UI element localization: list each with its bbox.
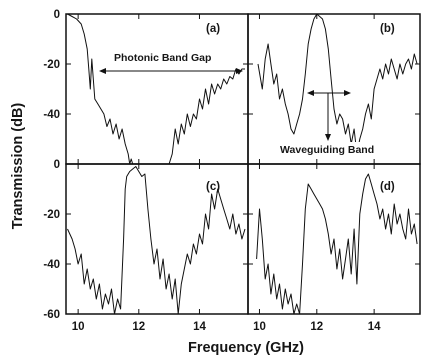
panel-c-label: (c)	[206, 181, 220, 193]
y-tick-label: 0	[54, 159, 60, 171]
panel-a-label: (a)	[206, 23, 220, 35]
panel-c-frame	[65, 163, 249, 315]
waveguiding-label-bg	[278, 142, 390, 156]
waveguiding-pointer-head	[325, 134, 331, 141]
waveguiding-annotation: Waveguiding Band	[278, 90, 390, 156]
band-gap-arrowhead-left	[99, 68, 106, 74]
y-tick-label: -60	[43, 309, 60, 321]
y-tick-label: 0	[54, 9, 60, 21]
x-tick-label: 12	[132, 321, 145, 333]
x-tick-label: 10	[72, 321, 85, 333]
band-gap-annotation: Photonic Band Gap	[99, 50, 243, 74]
x-tick-label: 12	[310, 321, 323, 333]
waveguiding-label: Waveguiding Band	[280, 144, 374, 156]
y-tick-label: -20	[43, 209, 60, 221]
x-axis-label: Frequency (GHz)	[188, 340, 304, 356]
panel-d-transmission-line	[256, 173, 418, 315]
y-axis-label: Transmission (dB)	[10, 103, 26, 230]
panel-b-frame	[247, 13, 421, 165]
x-tick-label: 10	[253, 321, 266, 333]
waveguiding-arrowhead-right	[344, 90, 351, 96]
y-tick-label: -40	[43, 109, 60, 121]
band-gap-label-bg	[112, 50, 232, 64]
band-gap-label: Photonic Band Gap	[114, 52, 211, 64]
x-tick-label: 14	[193, 321, 206, 333]
y-tick-label: -40	[43, 259, 60, 271]
panel-d-label: (d)	[380, 181, 395, 193]
y-tick-label: -20	[43, 59, 60, 71]
x-tick-label: 14	[368, 321, 381, 333]
waveguiding-arrowhead-left	[307, 90, 314, 96]
panel-b-label: (b)	[380, 23, 395, 35]
panel-d-frame	[247, 163, 421, 315]
panel-b-transmission-line	[257, 13, 418, 155]
panel-a-transmission-line	[67, 13, 245, 165]
panel-c-transmission-line	[67, 166, 246, 315]
band-gap-arrowhead-right	[236, 68, 243, 74]
